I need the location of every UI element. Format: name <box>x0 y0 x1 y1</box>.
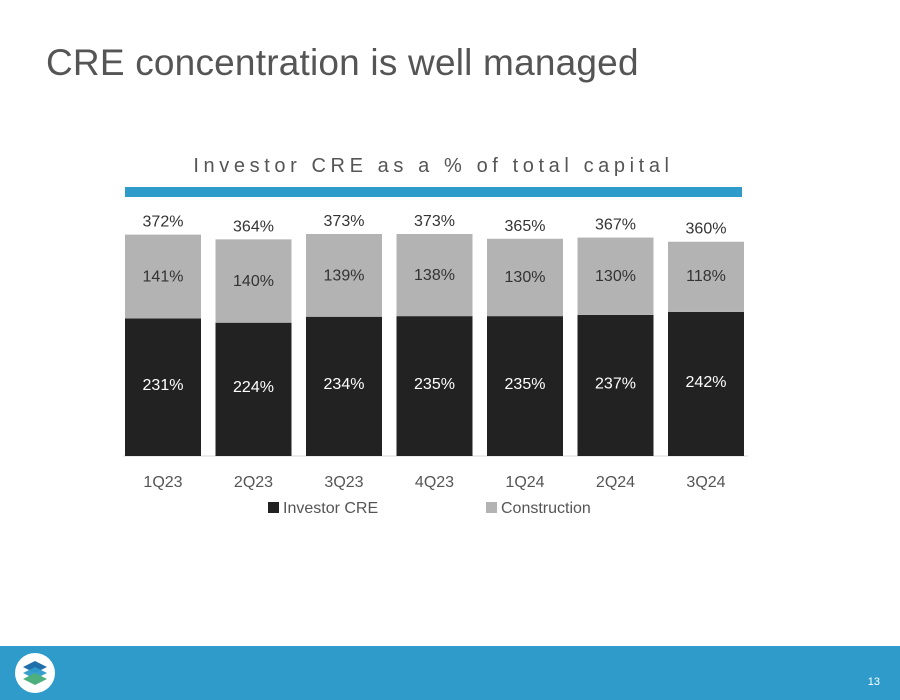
x-tick-label: 2Q24 <box>596 474 635 491</box>
data-label-total: 373% <box>324 213 365 230</box>
data-label-investor-cre: 235% <box>505 376 546 393</box>
slide-title: CRE concentration is well managed <box>46 42 639 83</box>
bar-investor-cre <box>668 311 744 456</box>
legend-swatch <box>486 502 497 513</box>
data-label-investor-cre: 242% <box>686 374 727 391</box>
bar-investor-cre <box>487 316 563 456</box>
bar-investor-cre <box>125 318 201 456</box>
x-tick-label: 3Q23 <box>324 474 363 491</box>
data-label-construction: 118% <box>686 268 726 285</box>
data-label-investor-cre: 224% <box>233 379 274 396</box>
legend-swatch <box>268 502 279 513</box>
bar-investor-cre <box>396 316 473 456</box>
data-label-investor-cre: 237% <box>595 375 636 392</box>
x-tick-label: 1Q23 <box>143 474 182 491</box>
x-tick-label: 1Q24 <box>505 474 544 491</box>
data-label-total: 364% <box>233 218 274 235</box>
bar-investor-cre <box>577 314 654 456</box>
legend-label: Investor CRE <box>283 500 378 517</box>
data-label-construction: 139% <box>324 267 365 284</box>
bar-construction <box>215 239 292 323</box>
legend-label: Construction <box>501 500 591 517</box>
data-label-construction: 141% <box>143 269 184 286</box>
chart-title-accent-bar <box>125 187 742 197</box>
data-label-construction: 130% <box>595 268 636 285</box>
page-number: 13 <box>867 676 880 688</box>
bar-construction <box>125 234 201 319</box>
data-label-total: 360% <box>686 221 727 238</box>
bar-construction <box>396 234 473 317</box>
chart-title: Investor CRE as a % of total capital <box>193 155 674 177</box>
layered-stack-logo-icon <box>14 652 56 694</box>
data-label-total: 367% <box>595 217 636 234</box>
x-tick-label: 2Q23 <box>234 474 273 491</box>
data-label-total: 365% <box>505 218 546 235</box>
data-label-construction: 140% <box>233 273 274 290</box>
x-tick-label: 3Q24 <box>686 474 725 491</box>
bar-construction <box>577 237 654 315</box>
x-tick-label: 4Q23 <box>415 474 454 491</box>
data-label-construction: 130% <box>505 269 546 286</box>
data-label-construction: 138% <box>414 267 455 284</box>
data-label-investor-cre: 235% <box>414 376 455 393</box>
data-label-investor-cre: 234% <box>324 376 365 393</box>
bar-construction <box>487 238 563 317</box>
data-label-total: 373% <box>414 213 455 230</box>
stacked-bar-chart: 231% 141% 372% 1Q23 224% 140% 364% 2Q23 234% 139%… <box>123 213 748 517</box>
footer-band: 13 <box>0 646 900 700</box>
data-label-total: 372% <box>143 214 184 231</box>
bar-construction <box>306 234 382 317</box>
data-label-investor-cre: 231% <box>143 377 184 394</box>
bar-construction <box>668 241 744 312</box>
bar-investor-cre <box>306 316 382 456</box>
bar-investor-cre <box>215 322 292 456</box>
